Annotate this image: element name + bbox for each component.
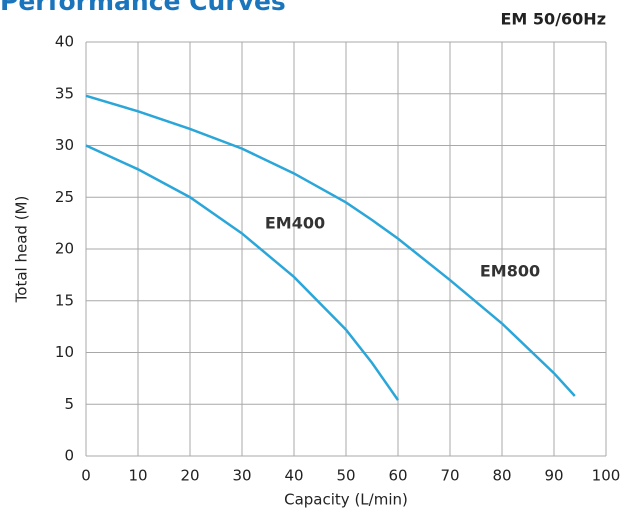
y-tick-label: 5 <box>64 395 74 413</box>
y-tick-label: 25 <box>55 188 74 206</box>
x-tick-label: 30 <box>232 467 251 485</box>
x-axis-label: Capacity (L/min) <box>284 491 408 509</box>
y-tick-label: 20 <box>55 240 74 258</box>
y-tick-label: 15 <box>55 291 74 309</box>
x-tick-label: 50 <box>336 467 355 485</box>
x-tick-label: 80 <box>492 467 511 485</box>
x-tick-label: 100 <box>592 467 621 485</box>
x-tick-label: 0 <box>81 467 91 485</box>
y-tick-label: 30 <box>55 136 74 154</box>
chart-subtitle: EM 50/60Hz <box>501 10 607 29</box>
x-tick-label: 10 <box>128 467 147 485</box>
y-tick-label: 10 <box>55 343 74 361</box>
chart-title: Performance Curves <box>0 0 286 16</box>
y-tick-label: 40 <box>55 33 74 51</box>
x-tick-label: 40 <box>284 467 303 485</box>
series-line <box>85 94 576 397</box>
y-tick-label: 0 <box>64 447 74 465</box>
curve-label: EM400 <box>265 214 325 233</box>
curve-label: EM800 <box>480 262 540 281</box>
y-axis-label: Total head (M) <box>13 196 31 304</box>
series-line <box>85 144 400 401</box>
y-tick-label: 35 <box>55 84 74 102</box>
x-tick-label: 20 <box>180 467 199 485</box>
x-tick-label: 90 <box>544 467 563 485</box>
x-tick-label: 70 <box>440 467 459 485</box>
x-tick-label: 60 <box>388 467 407 485</box>
